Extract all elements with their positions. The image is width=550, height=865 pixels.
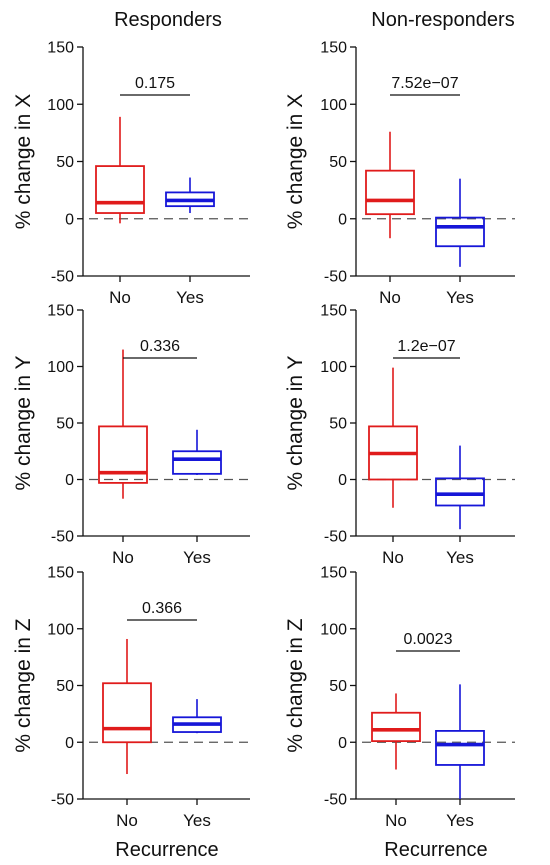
iqr-box bbox=[371, 711, 421, 743]
x-tick-label: No bbox=[379, 288, 401, 307]
box-yes bbox=[172, 699, 222, 734]
panel-3: -50 0 50 100 150 % change in Y No Yes 0.336 bbox=[12, 303, 250, 567]
box-no bbox=[98, 349, 148, 499]
x-tick-label: No bbox=[112, 548, 134, 567]
iqr-box bbox=[435, 216, 485, 248]
y-tick-label: -50 bbox=[51, 269, 74, 286]
y-tick-label: 50 bbox=[329, 154, 347, 171]
x-tick-label: Yes bbox=[183, 548, 211, 567]
x-tick-label: Yes bbox=[446, 811, 474, 830]
y-axis-label: % change in X bbox=[284, 94, 307, 229]
box-no bbox=[102, 638, 152, 775]
x-tick-label: Yes bbox=[446, 288, 474, 307]
p-value-label: 7.52e−07 bbox=[391, 75, 458, 92]
column-title-non-responders: Non-responders bbox=[371, 9, 514, 31]
y-tick-label: 100 bbox=[320, 621, 347, 638]
p-value-label: 0.366 bbox=[142, 600, 182, 617]
y-axis-label: % change in Z bbox=[12, 618, 35, 752]
y-tick-label: 0 bbox=[338, 735, 347, 752]
y-tick-label: 150 bbox=[47, 303, 74, 320]
y-tick-label: 150 bbox=[320, 303, 347, 320]
x-axis-label-right: Recurrence bbox=[384, 839, 487, 861]
y-tick-label: 50 bbox=[56, 678, 74, 695]
box-no bbox=[368, 367, 418, 508]
y-tick-label: 150 bbox=[320, 40, 347, 57]
y-tick-label: -50 bbox=[51, 529, 74, 546]
p-value-label: 1.2e−07 bbox=[397, 338, 455, 355]
y-tick-label: 100 bbox=[47, 621, 74, 638]
iqr-box bbox=[365, 169, 415, 216]
iqr-box bbox=[102, 682, 152, 744]
y-tick-label: -50 bbox=[324, 529, 347, 546]
box-yes bbox=[165, 177, 215, 214]
box-yes bbox=[435, 445, 485, 530]
y-tick-label: 100 bbox=[47, 359, 74, 376]
x-tick-label: Yes bbox=[176, 288, 204, 307]
iqr-box bbox=[435, 477, 485, 507]
x-tick-label: Yes bbox=[183, 811, 211, 830]
y-tick-label: 50 bbox=[56, 416, 74, 433]
y-tick-label: 0 bbox=[65, 211, 74, 228]
panel-6: -50 0 50 100 150 % change in Z No Yes 0.0023 bbox=[284, 565, 515, 830]
panel-1: -50 0 50 100 150 % change in X No Yes 0.175 bbox=[12, 40, 250, 307]
y-tick-label: -50 bbox=[324, 792, 347, 809]
y-axis-label: % change in Y bbox=[284, 355, 307, 490]
y-tick-label: 150 bbox=[47, 40, 74, 57]
y-tick-label: 150 bbox=[47, 565, 74, 582]
y-tick-label: -50 bbox=[324, 269, 347, 286]
x-tick-label: No bbox=[385, 811, 407, 830]
y-tick-label: -50 bbox=[51, 792, 74, 809]
y-tick-label: 0 bbox=[338, 472, 347, 489]
y-axis-label: % change in X bbox=[12, 94, 35, 229]
box-yes bbox=[435, 178, 485, 267]
x-tick-label: No bbox=[382, 548, 404, 567]
y-tick-label: 50 bbox=[56, 154, 74, 171]
y-tick-label: 50 bbox=[329, 416, 347, 433]
iqr-box bbox=[435, 730, 485, 766]
panel-4: -50 0 50 100 150 % change in Y No Yes 1.2e−07 bbox=[284, 303, 515, 567]
box-no bbox=[365, 131, 415, 239]
p-value-label: 0.175 bbox=[135, 75, 175, 92]
box-no bbox=[95, 116, 145, 224]
x-tick-label: Yes bbox=[446, 548, 474, 567]
y-tick-label: 0 bbox=[338, 211, 347, 228]
p-value-label: 0.0023 bbox=[404, 631, 453, 648]
y-tick-label: 100 bbox=[320, 97, 347, 114]
y-tick-label: 0 bbox=[65, 735, 74, 752]
y-tick-label: 100 bbox=[47, 97, 74, 114]
box-no bbox=[371, 693, 421, 770]
y-axis-label: % change in Y bbox=[12, 355, 35, 490]
box-yes bbox=[172, 429, 222, 475]
box-yes bbox=[435, 684, 485, 799]
y-tick-label: 150 bbox=[320, 565, 347, 582]
p-value-label: 0.336 bbox=[140, 338, 180, 355]
iqr-box bbox=[98, 425, 148, 484]
y-tick-label: 50 bbox=[329, 678, 347, 695]
panel-5: -50 0 50 100 150 % change in Z No Yes 0.366 bbox=[12, 565, 250, 830]
y-axis-label: % change in Z bbox=[284, 618, 307, 752]
x-axis-label-left: Recurrence bbox=[115, 839, 218, 861]
column-title-responders: Responders bbox=[114, 9, 222, 31]
iqr-box bbox=[95, 165, 145, 214]
y-tick-label: 100 bbox=[320, 359, 347, 376]
iqr-box bbox=[172, 450, 222, 475]
x-tick-label: No bbox=[116, 811, 138, 830]
y-tick-label: 0 bbox=[65, 472, 74, 489]
panel-2: -50 0 50 100 150 % change in X No Yes 7.52e−07 bbox=[284, 40, 515, 307]
x-tick-label: No bbox=[109, 288, 131, 307]
